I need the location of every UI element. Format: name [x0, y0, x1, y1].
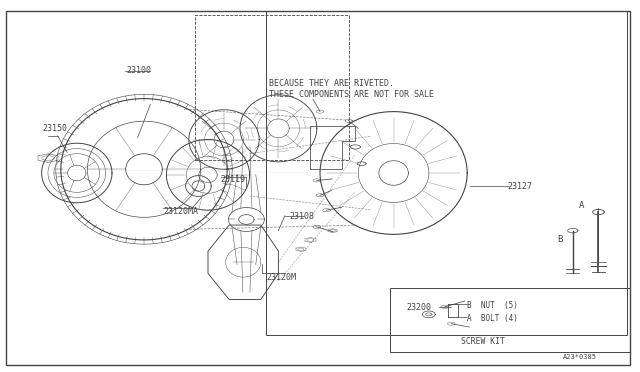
Text: A23*0385: A23*0385 [563, 354, 597, 360]
Text: 23127: 23127 [508, 182, 532, 191]
Text: 23150: 23150 [43, 124, 68, 133]
Text: 23120MA: 23120MA [163, 207, 198, 216]
Text: A  BOLT (4): A BOLT (4) [467, 314, 518, 323]
Text: SCREW KIT: SCREW KIT [461, 337, 505, 346]
Text: 23108: 23108 [290, 212, 315, 221]
Text: 23200: 23200 [406, 302, 431, 311]
Text: A: A [579, 201, 584, 210]
Text: 23119: 23119 [221, 175, 246, 184]
Text: 23120M: 23120M [266, 273, 296, 282]
Text: 23100: 23100 [126, 65, 151, 74]
Text: BECAUSE THEY ARE RIVETED.: BECAUSE THEY ARE RIVETED. [269, 78, 394, 87]
Text: B: B [557, 235, 562, 244]
Text: B  NUT  (5): B NUT (5) [467, 301, 518, 310]
Text: THESE COMPONENTS ARE NOT FOR SALE: THESE COMPONENTS ARE NOT FOR SALE [269, 90, 434, 99]
